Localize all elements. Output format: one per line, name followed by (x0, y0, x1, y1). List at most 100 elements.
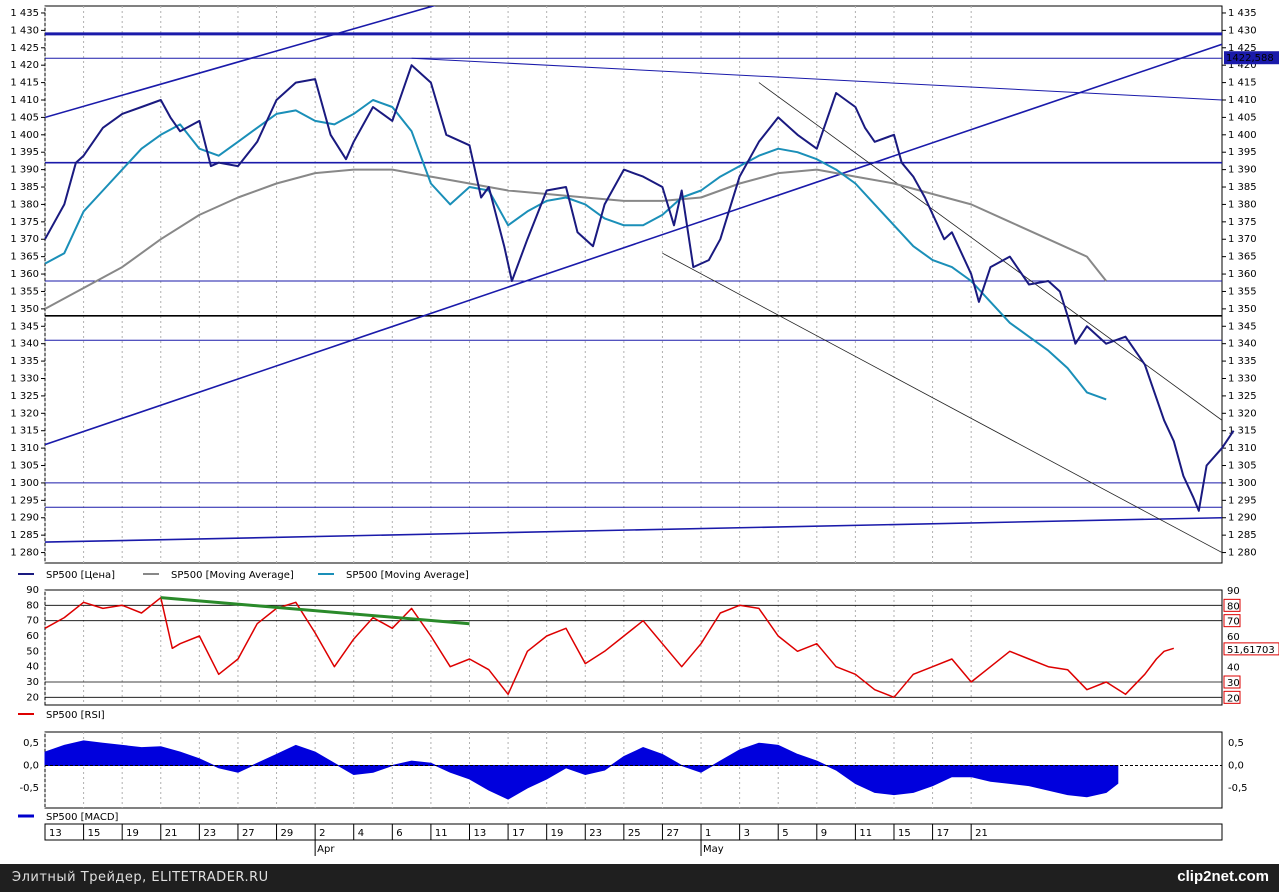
x-axis-day-label: 19 (551, 828, 564, 839)
price-ytick-label-left: 1 285 (10, 530, 39, 541)
rsi-ytick-label-right: 80 (1227, 601, 1240, 612)
price-ytick-label-left: 1 295 (10, 495, 39, 506)
trend-line (45, 516, 1222, 543)
rsi-ytick-label-right: 51,61703 (1227, 645, 1275, 656)
trend-line (45, 6, 437, 119)
price-ytick-label-left: 1 420 (10, 60, 39, 71)
footer-source-text: Элитный Трейдер, ELITETRADER.RU (12, 870, 269, 885)
x-axis-day-label: 13 (473, 828, 486, 839)
price-ytick-label-right: 1 365 (1228, 252, 1257, 263)
rsi-ytick-label-left: 20 (26, 692, 39, 703)
x-axis-day-label: 13 (49, 828, 62, 839)
price-ytick-label-left: 1 375 (10, 217, 39, 228)
price-ytick-label-right: 1 280 (1228, 548, 1257, 559)
rsi-right-box (1223, 690, 1241, 704)
price-ytick-label-left: 1 325 (10, 391, 39, 402)
legend-label: SP500 [Цена] (46, 570, 115, 581)
price-ytick-label-right: 1 400 (1228, 130, 1257, 141)
ma-slow-line (44, 168, 1107, 310)
price-ytick-label-left: 1 395 (10, 147, 39, 158)
price-ytick-label-left: 1 415 (10, 78, 39, 89)
price-ytick-label-right: 1 355 (1228, 286, 1257, 297)
price-ytick-label-right: 1 310 (1228, 443, 1257, 454)
ma-fast-line (44, 99, 1107, 401)
x-axis-day-label: 2 (319, 828, 325, 839)
price-ytick-label-left: 1 385 (10, 182, 39, 193)
price-ytick-label-left: 1 405 (10, 112, 39, 123)
price-ytick-label-left: 1 355 (10, 286, 39, 297)
price-ytick-label-left: 1 425 (10, 43, 39, 54)
x-axis-day-label: 11 (859, 828, 872, 839)
price-ytick-label-left: 1 335 (10, 356, 39, 367)
price-ytick-label-right: 1 315 (1228, 426, 1257, 437)
macd-ytick-label-right: 0,0 (1228, 761, 1244, 772)
trend-line (45, 43, 1222, 446)
price-ytick-label-right: 1 305 (1228, 461, 1257, 472)
price-ytick-label-right: 1 425 (1228, 43, 1257, 54)
macd-area (44, 740, 1119, 800)
price-ytick-label-left: 1 400 (10, 130, 39, 141)
x-axis-day-label: 25 (628, 828, 641, 839)
rsi-right-box (1223, 614, 1241, 628)
rsi-ytick-label-left: 50 (26, 646, 39, 657)
x-axis-day-label: 3 (744, 828, 750, 839)
price-line (44, 64, 1235, 512)
price-ytick-label-left: 1 345 (10, 321, 39, 332)
x-axis-day-label: 29 (281, 828, 294, 839)
rsi-right-box (1223, 598, 1241, 612)
price-ytick-label-right: 1 410 (1228, 95, 1257, 106)
price-ytick-label-right: 1 290 (1228, 513, 1257, 524)
rsi-line (44, 596, 1175, 699)
price-ytick-label-left: 1 290 (10, 513, 39, 524)
price-ytick-label-right: 1 320 (1228, 408, 1257, 419)
macd-ytick-label-right: 0,5 (1228, 738, 1244, 749)
price-ytick-label-right: 1 350 (1228, 304, 1257, 315)
price-ytick-label-right: 1 420 (1228, 60, 1257, 71)
price-ytick-label-left: 1 365 (10, 252, 39, 263)
macd-ytick-label-left: 0,0 (23, 761, 39, 772)
price-ytick-label-right: 1 335 (1228, 356, 1257, 367)
price-panel-frame (44, 5, 1223, 564)
x-axis-day-label: 21 (975, 828, 988, 839)
x-axis-month-label: Apr (317, 844, 335, 855)
rsi-ytick-label-right: 20 (1227, 693, 1240, 704)
rsi-ytick-label-right: 70 (1227, 617, 1240, 628)
price-ytick-label-left: 1 350 (10, 304, 39, 315)
legend-label: SP500 [RSI] (46, 710, 105, 721)
price-ytick-label-left: 1 305 (10, 461, 39, 472)
rsi-ytick-label-right: 90 (1227, 586, 1240, 597)
x-axis-day-label: 23 (589, 828, 602, 839)
price-ytick-label-right: 1 295 (1228, 495, 1257, 506)
price-ytick-label-left: 1 310 (10, 443, 39, 454)
price-ytick-label-right: 1 330 (1228, 373, 1257, 384)
price-ytick-label-left: 1 330 (10, 373, 39, 384)
x-axis-day-label: 21 (165, 828, 178, 839)
x-axis-day-label: 5 (782, 828, 788, 839)
x-axis-day-label: 9 (821, 828, 827, 839)
price-ytick-label-left: 1 410 (10, 95, 39, 106)
x-axis-day-label: 23 (203, 828, 216, 839)
rsi-divergence-line (160, 596, 470, 626)
legend-label: SP500 [MACD] (46, 812, 119, 823)
price-ytick-label-left: 1 315 (10, 426, 39, 437)
trend-line (411, 57, 1222, 101)
x-axis-day-label: 4 (358, 828, 364, 839)
x-axis-day-label: 15 (898, 828, 911, 839)
rsi-right-box (1223, 675, 1241, 689)
price-ytick-label-left: 1 340 (10, 339, 39, 350)
macd-ytick-label-right: -0,5 (1228, 783, 1248, 794)
x-axis-day-label: 17 (512, 828, 525, 839)
x-axis-day-label: 15 (88, 828, 101, 839)
x-axis-month-label: May (703, 844, 724, 855)
rsi-ytick-label-right: 60 (1227, 632, 1240, 643)
legend-label: SP500 [Moving Average] (346, 570, 469, 581)
price-ytick-label-right: 1 345 (1228, 321, 1257, 332)
trend-line (662, 252, 1222, 553)
price-ytick-label-left: 1 435 (10, 8, 39, 19)
current-value-box (1224, 51, 1279, 65)
rsi-panel-frame (44, 589, 1223, 706)
price-ytick-label-right: 1 370 (1228, 234, 1257, 245)
price-ytick-label-right: 1 340 (1228, 339, 1257, 350)
price-ytick-label-left: 1 390 (10, 165, 39, 176)
